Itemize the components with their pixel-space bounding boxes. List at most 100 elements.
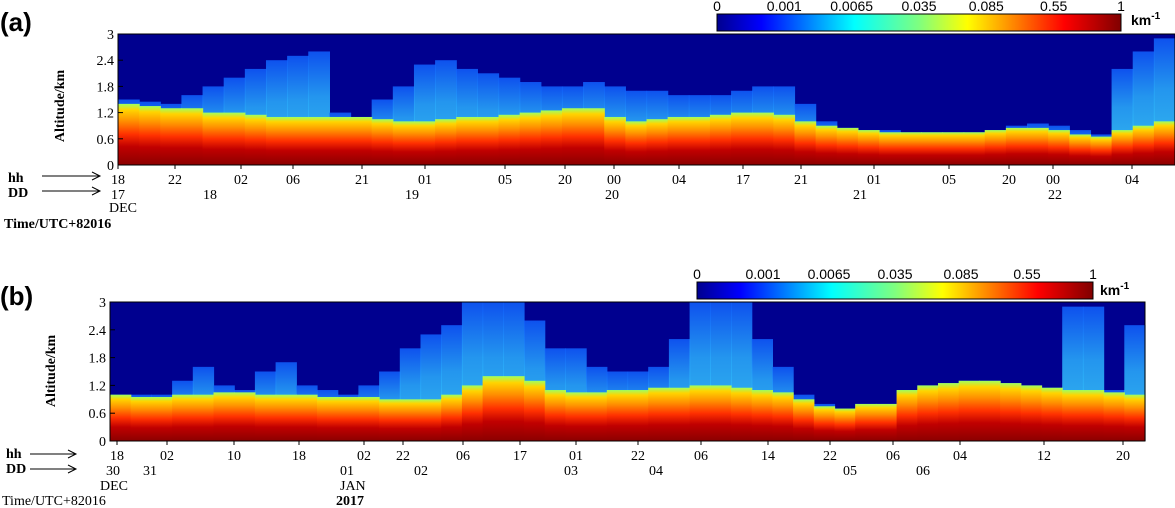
panel-b-layer-column	[110, 394, 132, 441]
panel-b-y-tick-label: 1.2	[89, 379, 107, 394]
panel-b-layer-column	[1062, 390, 1084, 441]
panel-a-hour-tick-label: 00	[607, 173, 621, 188]
panel-b-layer-column	[875, 403, 898, 441]
panel-b-y-axis-label: Altitude/km	[44, 334, 59, 407]
panel-a-colorbar-ticks: 0 0.001 0.0065 0.035 0.085 0.55 1	[713, 0, 1125, 14]
panel-a-layer-column	[350, 116, 373, 165]
panel-a-hour-tick-label: 04	[1125, 173, 1139, 188]
panel-b-month-jan: JAN	[340, 479, 366, 494]
panel-a: (a) 0 0.001 0.0065 0.035 0.085 0.55 1 km-1 0 0.…	[0, 0, 1175, 232]
panel-a-layer-column	[857, 130, 880, 165]
panel-b-plot-frame	[109, 301, 1146, 442]
panel-a-layer-column	[773, 114, 796, 165]
panel-b-layer-column	[627, 390, 649, 441]
panel-b-layer-column	[399, 399, 422, 441]
panel-a-layer-column	[731, 112, 753, 165]
panel-a-hh-label: hh	[8, 171, 24, 186]
panel-b-colorbar-tick-label: 0.0065	[808, 266, 851, 282]
panel-b-layer-column	[648, 387, 670, 441]
panel-b-hour-tick-label: 22	[396, 449, 410, 464]
panel-a-hour-tick-label: 05	[498, 173, 512, 188]
panel-a-layer-column	[329, 116, 352, 165]
panel-a-y-tick-label: 1.2	[97, 107, 115, 122]
panel-a-layer-column	[836, 127, 859, 165]
panel-b-hour-tick-label: 01	[569, 449, 583, 464]
panel-b-hour-tick-label: 22	[631, 449, 645, 464]
panel-a-layer-column	[900, 132, 922, 165]
panel-b-layer-column	[524, 380, 546, 441]
panel-a-colorbar-tick-label: 0	[713, 0, 721, 14]
panel-a-y-tick-label: 2.4	[97, 54, 115, 69]
panel-a-layer-column	[1005, 127, 1028, 165]
panel-a-plot-frame	[117, 33, 1175, 166]
panel-a-hour-tick-label: 02	[234, 173, 248, 188]
panel-b-layer-column	[565, 392, 587, 441]
panel-a-layer-column	[181, 108, 204, 165]
panel-b-hour-tick-label: 18	[292, 449, 306, 464]
panel-b-layer-column	[1020, 385, 1043, 441]
panel-b-y-ticks: 0 0.6 1.2 1.8 2.4 3	[89, 296, 115, 450]
panel-b-layer-column	[896, 390, 918, 441]
panel-a-layer-column	[202, 112, 225, 165]
panel-b-day-tick-label: 02	[414, 464, 428, 479]
panel-a-y-axis-label: Altitude/km	[53, 69, 68, 142]
panel-b-layer-column	[938, 383, 960, 441]
panel-a-layer-column	[667, 116, 690, 165]
panel-b-layer-column	[172, 394, 194, 441]
panel-a-layer-column	[1153, 121, 1175, 165]
panel-b-hour-tick-label: 02	[160, 449, 174, 464]
panel-b-colorbar-tick-label: 0.001	[745, 266, 780, 282]
panel-b-layer-column	[1103, 392, 1125, 441]
panel-a-layer-column	[561, 108, 584, 165]
panel-b-label: (b)	[0, 281, 33, 311]
panel-a-layer-column	[604, 116, 626, 165]
panel-b-dd-label: DD	[6, 462, 26, 477]
panel-b-day-tick-label: 05	[843, 464, 857, 479]
panel-b-hour-tick-label: 06	[886, 449, 900, 464]
panel-a-colorbar-tick-label: 1	[1117, 0, 1125, 14]
panel-b-colorbar	[696, 281, 1094, 300]
panel-b-layer-column	[544, 390, 566, 441]
panel-b-layer-column	[420, 399, 442, 441]
panel-a-layer-column	[498, 114, 521, 165]
panel-a-hour-tick-label: 20	[558, 173, 572, 188]
panel-a-layer-column	[308, 116, 330, 165]
panel-b-layer-column	[254, 394, 277, 441]
panel-a-layer-column	[540, 110, 563, 165]
panel-b-layer-column	[668, 387, 691, 441]
panel-a-hour-tick-label: 01	[418, 173, 432, 188]
panel-a-layer-column	[1069, 134, 1092, 165]
panel-b-hour-ticks: 18 02 10 18 02 22 06 17 01 22 06 14 22 06 04 12 20	[110, 441, 1130, 464]
panel-a-hour-tick-label: 17	[736, 173, 750, 188]
panel-b-colorbar-tick-label: 0.55	[1013, 266, 1040, 282]
panel-a-layer-column	[815, 125, 838, 165]
panel-a-hour-tick-label: 01	[867, 173, 881, 188]
panel-a-layer-column	[1111, 130, 1134, 165]
panel-a-layer-column	[392, 121, 415, 165]
panel-b-day-tick-label: 06	[916, 464, 930, 479]
panel-b-hour-tick-label: 14	[761, 449, 775, 464]
panel-a-day-tick-label: 17	[111, 188, 125, 203]
panel-b-day-tick-label: 31	[143, 464, 157, 479]
panel-b-layer-column	[482, 376, 504, 441]
panel-b-month-dec: DEC	[100, 479, 128, 494]
panel-a-label: (a)	[0, 7, 32, 37]
panel-b-colorbar-unit: km-1	[1100, 281, 1130, 298]
panel-b-layer-column	[1041, 387, 1063, 441]
panel-a-layer-column	[625, 121, 648, 165]
panel-b-hour-tick-label: 02	[357, 449, 371, 464]
panel-a-layer-column	[1090, 136, 1113, 165]
panel-a-layer-column	[1132, 125, 1155, 165]
panel-a-colorbar-unit: km-1	[1131, 11, 1161, 28]
panel-b-hour-tick-label: 06	[456, 449, 470, 464]
panel-b-layer-column	[710, 385, 732, 441]
panel-b-layer-column	[461, 385, 484, 441]
panel-b-hour-tick-label: 17	[513, 449, 527, 464]
panel-a-month: DEC	[109, 201, 137, 216]
panel-a-layer-column	[942, 132, 965, 165]
panel-b-y-tick-label: 0.6	[89, 407, 107, 422]
panel-b-layer-column	[192, 394, 215, 441]
panel-a-hour-tick-label: 21	[355, 173, 369, 188]
panel-b-layer-column	[358, 396, 380, 441]
